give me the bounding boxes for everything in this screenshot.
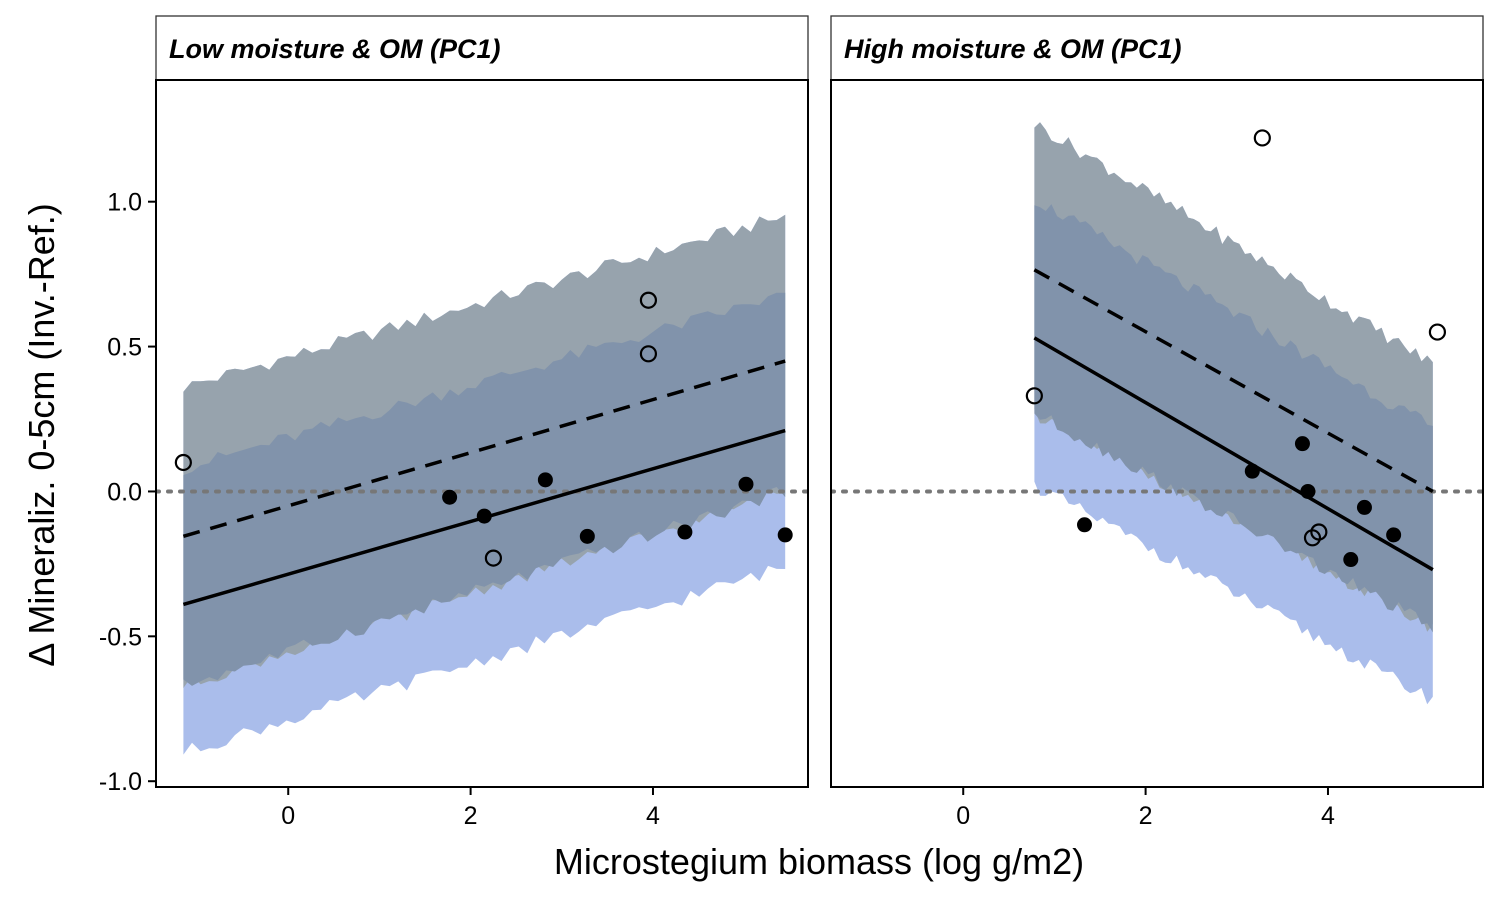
dashed-trend-line	[182, 359, 786, 539]
data-point-filled	[1343, 552, 1359, 568]
data-point-filled	[777, 527, 793, 543]
data-point-open	[1025, 387, 1043, 405]
y-tick-label: 1.0	[107, 189, 142, 217]
dashed-trend-line	[1033, 268, 1434, 493]
panel-title: Low moisture & OM (PC1)	[169, 34, 501, 64]
y-tick-label: 0.5	[107, 334, 142, 362]
x-tick-label: 2	[1139, 802, 1153, 830]
data-point-filled	[677, 524, 693, 540]
data-point-filled	[1077, 517, 1093, 533]
y-tick-label: -1.0	[99, 768, 142, 796]
x-tick-label: 4	[646, 802, 660, 830]
y-tick-label: -0.5	[99, 623, 142, 651]
x-tick-label: 0	[281, 802, 295, 830]
data-point-filled	[1386, 527, 1402, 543]
x-tick-label: 4	[1321, 802, 1335, 830]
x-tick-label: 0	[956, 802, 970, 830]
y-axis-title: Δ Mineraliz. 0-5cm (Inv.-Ref.)	[21, 203, 62, 666]
panels: Low moisture & OM (PC1) 0 2 4 -1.0 -0.5 0.0 0.5…	[99, 15, 1484, 830]
x-axis-title: Microstegium biomass (log g/m2)	[554, 841, 1084, 882]
data-point-filled	[537, 472, 553, 488]
panel-1: Low moisture & OM (PC1) 0 2 4 -1.0 -0.5 0.0 0.5…	[99, 15, 809, 830]
data-point-filled	[476, 508, 492, 524]
panel-border	[155, 79, 809, 788]
data-point-filled	[579, 528, 595, 544]
data-point-open	[1428, 323, 1447, 341]
panel-title: High moisture & OM (PC1)	[844, 34, 1182, 64]
panel-border	[830, 79, 1484, 788]
data-point-filled	[1294, 436, 1310, 452]
x-tick-label: 2	[464, 802, 478, 830]
data-point-open	[1253, 129, 1271, 147]
solid-trend-line	[1033, 336, 1434, 572]
plot-area	[831, 122, 1483, 705]
data-point-filled	[738, 476, 754, 492]
data-point-filled	[442, 489, 458, 505]
data-point-filled	[1300, 483, 1316, 499]
data-point-open	[639, 291, 658, 309]
data-point-open	[174, 453, 192, 472]
panel-strip	[155, 15, 809, 81]
data-point-open	[1310, 523, 1328, 541]
y-tick-label: 0.0	[107, 478, 142, 506]
data-point-open	[484, 549, 502, 567]
ribbon-middle	[1034, 204, 1433, 633]
data-point-filled	[1244, 463, 1260, 479]
ribbon-middle	[183, 292, 786, 686]
data-point-filled	[1356, 499, 1372, 515]
plot-area	[156, 214, 808, 755]
data-point-open	[639, 345, 658, 363]
panel-2: High moisture & OM (PC1) 0 2 4	[830, 15, 1484, 830]
